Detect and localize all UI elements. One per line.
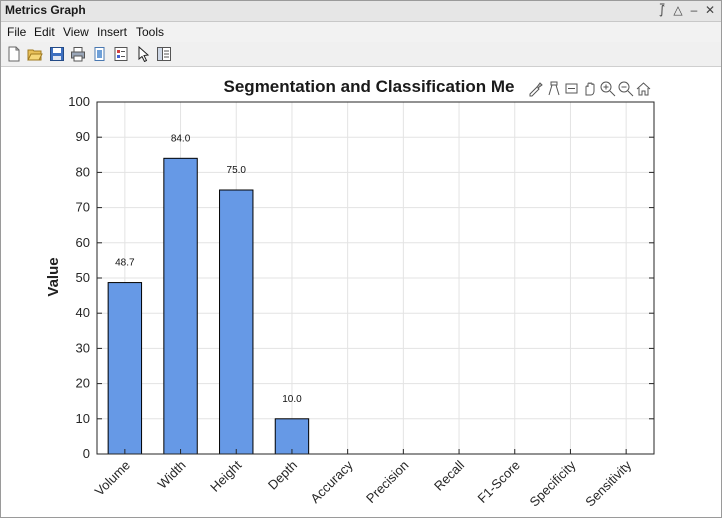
x-tick-label: Accuracy [307, 457, 356, 506]
figure-toolbar [1, 42, 721, 67]
pin-icon[interactable]: ⨛ [658, 3, 666, 17]
maximize-icon[interactable]: △ [673, 3, 683, 17]
open-file-icon[interactable] [27, 46, 43, 62]
y-tick-label: 70 [76, 200, 90, 215]
y-axis-label: Value [45, 257, 62, 296]
menu-edit[interactable]: Edit [34, 25, 55, 39]
new-figure-icon[interactable] [6, 46, 22, 62]
y-tick-label: 40 [76, 305, 90, 320]
y-tick-label: 0 [83, 446, 90, 461]
window-controls: ⨛ △ – ✕ [657, 3, 715, 17]
home-icon[interactable] [635, 80, 652, 97]
x-tick-label: Height [207, 457, 244, 494]
y-tick-label: 20 [76, 376, 90, 391]
y-tick-label: 30 [76, 340, 90, 355]
data-tips-icon[interactable] [545, 80, 562, 97]
rotate-icon[interactable] [563, 80, 580, 97]
print-icon[interactable] [70, 46, 86, 62]
save-icon[interactable] [49, 46, 65, 62]
bar-volume[interactable] [107, 282, 143, 455]
data-label: 84.0 [171, 133, 191, 144]
x-tick-label: Precision [363, 458, 411, 506]
zoom-out-icon[interactable] [617, 80, 634, 97]
zoom-in-icon[interactable] [599, 80, 616, 97]
y-tick-label: 80 [76, 164, 90, 179]
bar-chart[interactable]: 48.7 84.0 75.0 10.0 0 10 20 30 40 50 60 70 80 90 100 V… [1, 67, 721, 517]
title-bar: Metrics Graph ⨛ △ – ✕ [1, 1, 721, 22]
chart-title: Segmentation and Classification Me [224, 77, 515, 96]
bars: 48.7 84.0 75.0 10.0 [107, 133, 310, 455]
menu-view[interactable]: View [63, 25, 89, 39]
menu-bar: File Edit View Insert Tools [1, 22, 721, 42]
x-tick-label: Width [155, 458, 189, 492]
y-tick-label: 50 [76, 270, 90, 285]
bar-width[interactable] [163, 157, 198, 455]
y-tick-label: 10 [76, 411, 90, 426]
brush-icon[interactable] [527, 80, 544, 97]
menu-tools[interactable]: Tools [136, 25, 165, 39]
close-icon[interactable]: ✕ [705, 3, 716, 17]
insert-colorbar-icon[interactable] [113, 46, 129, 62]
data-label: 48.7 [115, 258, 135, 269]
y-tick-label: 60 [76, 235, 90, 250]
pan-icon[interactable] [581, 80, 598, 97]
minimize-icon[interactable]: – [690, 3, 698, 17]
axes: 0 10 20 30 40 50 60 70 80 90 100 Volume Width Height D… [68, 94, 655, 510]
y-tick-label: 90 [76, 129, 90, 144]
window-title: Metrics Graph [5, 3, 86, 17]
link-plot-icon[interactable] [92, 46, 108, 62]
x-tick-label: Specificity [527, 457, 579, 509]
y-tick-label: 100 [68, 94, 90, 109]
data-label: 10.0 [282, 394, 302, 405]
x-tick-label: Volume [92, 458, 133, 499]
x-tick-label: Recall [431, 457, 467, 493]
axes-toolbar [527, 80, 652, 97]
bar-depth[interactable] [274, 418, 310, 455]
menu-file[interactable]: File [7, 25, 27, 39]
plot-area: 48.7 84.0 75.0 10.0 0 10 20 30 40 50 60 70 80 90 100 V… [1, 67, 721, 517]
menu-insert[interactable]: Insert [97, 25, 128, 39]
pointer-icon[interactable] [135, 46, 151, 62]
bar-height[interactable] [219, 189, 254, 455]
property-inspector-icon[interactable] [156, 46, 172, 62]
data-label: 75.0 [227, 165, 247, 176]
x-tick-label: Depth [265, 458, 300, 493]
x-tick-label: Sensitivity [582, 457, 634, 509]
x-tick-label: F1-Score [474, 458, 522, 506]
